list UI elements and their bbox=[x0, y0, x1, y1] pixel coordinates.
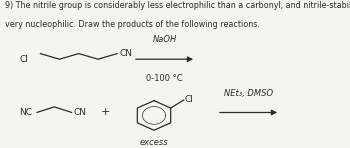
Text: NEt₃, DMSO: NEt₃, DMSO bbox=[224, 89, 273, 98]
Text: CN: CN bbox=[119, 49, 132, 58]
Text: excess: excess bbox=[140, 138, 168, 147]
Text: +: + bbox=[100, 107, 110, 118]
Text: 9) The nitrile group is considerably less electrophilic than a carbonyl, and nit: 9) The nitrile group is considerably les… bbox=[5, 1, 350, 10]
Text: Cl: Cl bbox=[19, 55, 28, 64]
Text: NaOH: NaOH bbox=[152, 35, 177, 44]
Text: 0-100 °C: 0-100 °C bbox=[146, 74, 183, 83]
Text: very nucleophilic. Draw the products of the following reactions.: very nucleophilic. Draw the products of … bbox=[5, 20, 260, 29]
Text: CN: CN bbox=[74, 108, 86, 117]
Text: Cl: Cl bbox=[185, 95, 194, 104]
Text: NC: NC bbox=[19, 108, 32, 117]
